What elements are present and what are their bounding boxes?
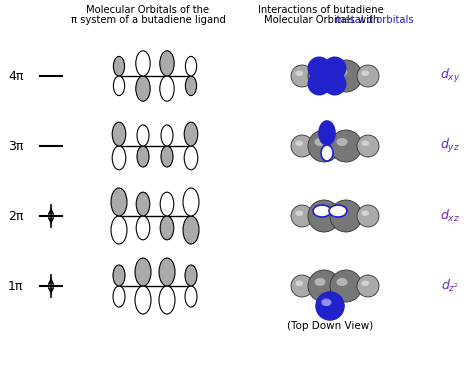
- Ellipse shape: [185, 56, 197, 76]
- Ellipse shape: [337, 138, 347, 146]
- Ellipse shape: [316, 292, 344, 320]
- Ellipse shape: [295, 210, 303, 216]
- Ellipse shape: [314, 138, 326, 146]
- Ellipse shape: [314, 278, 326, 286]
- Ellipse shape: [113, 76, 125, 96]
- Ellipse shape: [329, 205, 347, 217]
- Ellipse shape: [319, 121, 335, 145]
- Ellipse shape: [183, 216, 199, 244]
- Ellipse shape: [361, 210, 369, 216]
- Text: $d_{z^2}$: $d_{z^2}$: [441, 278, 459, 294]
- Ellipse shape: [313, 205, 331, 217]
- Ellipse shape: [184, 122, 198, 146]
- Text: $d_{xy}$: $d_{xy}$: [440, 67, 460, 85]
- Ellipse shape: [308, 200, 340, 232]
- Ellipse shape: [321, 145, 333, 161]
- Text: π system of a butadiene ligand: π system of a butadiene ligand: [71, 15, 226, 25]
- Ellipse shape: [136, 192, 150, 216]
- Ellipse shape: [337, 68, 347, 76]
- Ellipse shape: [357, 275, 379, 297]
- Ellipse shape: [160, 192, 174, 216]
- Ellipse shape: [135, 286, 151, 314]
- Ellipse shape: [314, 208, 326, 216]
- Ellipse shape: [160, 216, 174, 240]
- Ellipse shape: [136, 51, 150, 76]
- Ellipse shape: [111, 188, 127, 216]
- Ellipse shape: [330, 130, 362, 162]
- Ellipse shape: [137, 146, 149, 167]
- Ellipse shape: [321, 298, 331, 306]
- Ellipse shape: [314, 68, 326, 76]
- Ellipse shape: [295, 70, 303, 76]
- Ellipse shape: [111, 216, 127, 244]
- Ellipse shape: [295, 141, 303, 146]
- Ellipse shape: [321, 299, 331, 306]
- Text: (Top Down View): (Top Down View): [287, 321, 373, 331]
- Ellipse shape: [291, 135, 313, 157]
- Ellipse shape: [161, 146, 173, 167]
- Ellipse shape: [337, 278, 347, 286]
- Ellipse shape: [135, 258, 151, 286]
- Text: metal d orbitals: metal d orbitals: [335, 15, 414, 25]
- Ellipse shape: [159, 258, 175, 286]
- Ellipse shape: [113, 286, 125, 307]
- Ellipse shape: [112, 146, 126, 170]
- Ellipse shape: [330, 60, 362, 92]
- Ellipse shape: [291, 65, 313, 87]
- Ellipse shape: [291, 205, 313, 227]
- Text: 1π: 1π: [8, 279, 23, 292]
- Text: $d_{xz}$: $d_{xz}$: [440, 208, 460, 224]
- Ellipse shape: [308, 60, 340, 92]
- Ellipse shape: [361, 141, 369, 146]
- Ellipse shape: [136, 76, 150, 101]
- Text: Interactions of butadiene: Interactions of butadiene: [258, 5, 384, 15]
- Text: Molecular Orbitals with: Molecular Orbitals with: [264, 15, 383, 25]
- Ellipse shape: [357, 205, 379, 227]
- Text: 3π: 3π: [8, 139, 23, 152]
- Ellipse shape: [159, 286, 175, 314]
- Ellipse shape: [185, 286, 197, 307]
- Ellipse shape: [113, 56, 125, 76]
- Text: 4π: 4π: [8, 69, 23, 82]
- Ellipse shape: [308, 130, 340, 162]
- Ellipse shape: [185, 76, 197, 96]
- Ellipse shape: [160, 51, 174, 76]
- Ellipse shape: [184, 146, 198, 170]
- Ellipse shape: [308, 270, 340, 302]
- Ellipse shape: [113, 265, 125, 286]
- Ellipse shape: [137, 125, 149, 146]
- Ellipse shape: [308, 73, 330, 95]
- Ellipse shape: [112, 122, 126, 146]
- Ellipse shape: [324, 57, 346, 79]
- Text: 2π: 2π: [8, 210, 23, 223]
- Ellipse shape: [308, 57, 330, 79]
- Ellipse shape: [357, 65, 379, 87]
- Ellipse shape: [185, 265, 197, 286]
- Text: Molecular Orbitals of the: Molecular Orbitals of the: [86, 5, 210, 15]
- Text: $d_{yz}$: $d_{yz}$: [440, 137, 460, 155]
- Ellipse shape: [295, 280, 303, 286]
- Ellipse shape: [330, 270, 362, 302]
- Ellipse shape: [316, 292, 344, 320]
- Ellipse shape: [291, 275, 313, 297]
- Ellipse shape: [357, 135, 379, 157]
- Ellipse shape: [361, 70, 369, 76]
- Ellipse shape: [324, 73, 346, 95]
- Ellipse shape: [330, 200, 362, 232]
- Ellipse shape: [183, 188, 199, 216]
- Ellipse shape: [161, 125, 173, 146]
- Ellipse shape: [136, 216, 150, 240]
- Ellipse shape: [337, 208, 347, 216]
- Ellipse shape: [160, 76, 174, 101]
- Ellipse shape: [361, 280, 369, 286]
